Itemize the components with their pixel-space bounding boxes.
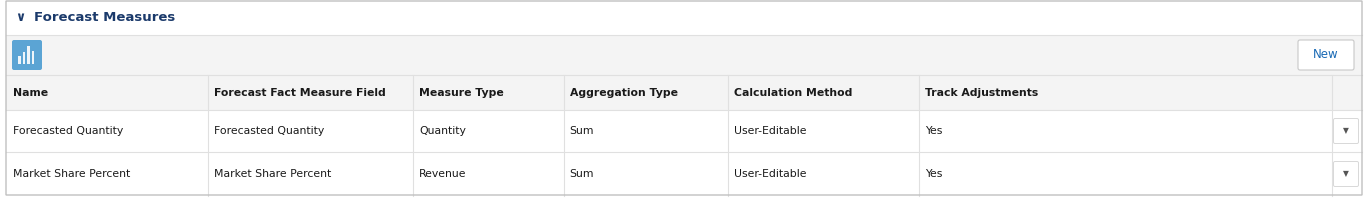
Bar <box>5 35 1363 75</box>
Text: Measure Type: Measure Type <box>419 88 503 98</box>
Bar <box>18 56 21 64</box>
Text: Yes: Yes <box>925 126 943 136</box>
Text: User-Editable: User-Editable <box>733 169 806 179</box>
FancyBboxPatch shape <box>12 40 42 70</box>
Text: New: New <box>1313 49 1339 62</box>
Text: Sum: Sum <box>569 169 594 179</box>
Text: Quantity: Quantity <box>419 126 466 136</box>
Text: ▼: ▼ <box>1343 170 1349 178</box>
Text: Forecast Measures: Forecast Measures <box>34 11 175 24</box>
FancyBboxPatch shape <box>1334 161 1358 187</box>
Text: ∨: ∨ <box>15 11 25 24</box>
FancyBboxPatch shape <box>1298 40 1354 70</box>
Text: ▼: ▼ <box>1343 127 1349 135</box>
Text: Forecast Fact Measure Field: Forecast Fact Measure Field <box>213 88 386 98</box>
Text: Sum: Sum <box>569 126 594 136</box>
Bar <box>31 51 34 64</box>
Bar <box>5 110 1363 152</box>
Text: Revenue: Revenue <box>419 169 466 179</box>
Text: Aggregation Type: Aggregation Type <box>569 88 677 98</box>
Bar <box>27 46 30 64</box>
Text: Yes: Yes <box>925 169 943 179</box>
Bar <box>5 0 1363 35</box>
Bar <box>5 152 1363 196</box>
Text: Calculation Method: Calculation Method <box>733 88 852 98</box>
Text: Name: Name <box>12 88 48 98</box>
Bar <box>5 75 1363 110</box>
Text: Market Share Percent: Market Share Percent <box>12 169 130 179</box>
Bar <box>23 52 25 64</box>
Text: User-Editable: User-Editable <box>733 126 806 136</box>
FancyBboxPatch shape <box>1334 118 1358 144</box>
Text: Forecasted Quantity: Forecasted Quantity <box>213 126 324 136</box>
Text: Market Share Percent: Market Share Percent <box>213 169 331 179</box>
Text: Track Adjustments: Track Adjustments <box>925 88 1038 98</box>
Text: Forecasted Quantity: Forecasted Quantity <box>12 126 123 136</box>
